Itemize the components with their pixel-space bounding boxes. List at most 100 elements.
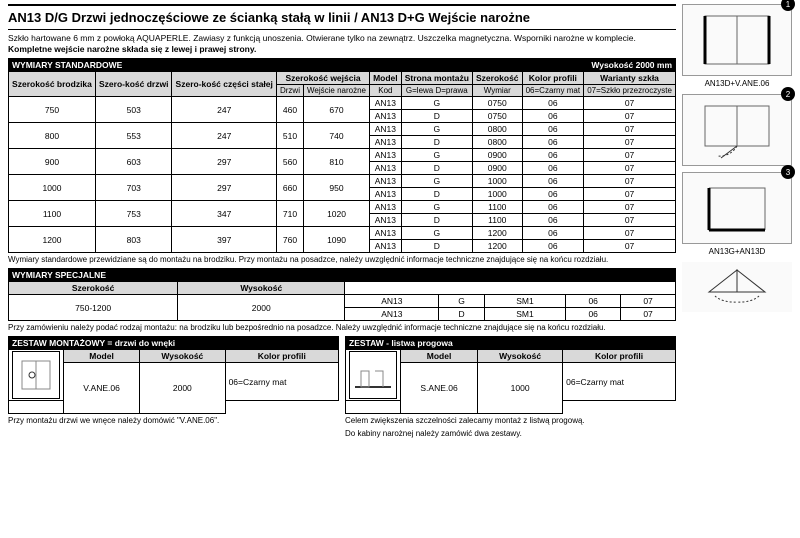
caption-3: AN13G+AN13D — [682, 247, 792, 256]
diagram-1: 1 — [682, 4, 792, 76]
cell: D — [401, 162, 472, 175]
cell: 06 — [522, 110, 584, 123]
std-header-right: Wysokość 2000 mm — [370, 59, 676, 72]
cell: 07 — [584, 227, 676, 240]
cell: 07 — [584, 110, 676, 123]
cell: 1000 — [9, 175, 96, 201]
cell: 1100 — [472, 214, 522, 227]
cell: 247 — [172, 123, 276, 149]
threshold-diagram-icon — [349, 351, 397, 399]
cell: 06 — [522, 227, 584, 240]
badge-2: 2 — [781, 87, 795, 101]
cell: AN13 — [370, 227, 402, 240]
spec-ws: 07 — [621, 308, 676, 321]
cell: AN13 — [370, 240, 402, 253]
k1-height: 2000 — [140, 363, 225, 414]
k1-col-height: Wysokość — [140, 350, 225, 363]
cell: 247 — [172, 97, 276, 123]
k2-col-color: Kolor profili — [563, 350, 676, 363]
cell: 06 — [522, 136, 584, 149]
cell: 0800 — [472, 136, 522, 149]
desc-line-2: Kompletne wejście narożne składa się z l… — [8, 44, 676, 55]
badge-1: 1 — [781, 0, 795, 11]
cell: 703 — [95, 175, 172, 201]
caption-1: AN13D+V.ANE.06 — [682, 79, 792, 88]
cell: 1200 — [472, 227, 522, 240]
spec-model: AN13 — [345, 308, 439, 321]
cell: 0800 — [472, 123, 522, 136]
k2-note-2: Do kabiny narożnej należy zamówić dwa ze… — [345, 429, 676, 438]
cell: G — [401, 201, 472, 214]
k2-col-height: Wysokość — [478, 350, 563, 363]
cell: 750 — [9, 97, 96, 123]
cell: 810 — [303, 149, 369, 175]
k2-model: S.ANE.06 — [401, 363, 478, 414]
cell: 603 — [95, 149, 172, 175]
spec-header: WYMIARY SPECJALNE — [9, 269, 345, 282]
spec-kp: 06 — [566, 308, 621, 321]
spec-sz: SM1 — [484, 295, 566, 308]
cell: 06 — [522, 214, 584, 227]
col-profile-color: Kolor profili — [522, 72, 584, 85]
col-width-tray: Szerokość brodzika — [9, 72, 96, 97]
cell: AN13 — [370, 110, 402, 123]
subcol-code: Kod — [370, 85, 402, 97]
cell: 06 — [522, 123, 584, 136]
std-note: Wymiary standardowe przewidziane są do m… — [8, 255, 676, 264]
cell: 1100 — [9, 201, 96, 227]
cell: AN13 — [370, 162, 402, 175]
col-mount-side: Strona montażu — [401, 72, 472, 85]
spec-model: AN13 — [345, 295, 439, 308]
cell: 06 — [522, 201, 584, 214]
cell: 460 — [276, 97, 303, 123]
cell: 553 — [95, 123, 172, 149]
subcol-corner: Wejście narożne — [303, 85, 369, 97]
cell: 07 — [584, 162, 676, 175]
cell: AN13 — [370, 149, 402, 162]
cell: 06 — [522, 162, 584, 175]
cell: AN13 — [370, 175, 402, 188]
spec-d: D — [439, 308, 484, 321]
cell: G — [401, 227, 472, 240]
cell: D — [401, 136, 472, 149]
k1-note: Przy montażu drzwi we wnęce należy domów… — [8, 416, 339, 425]
cell: 07 — [584, 136, 676, 149]
subcol-kp: 06=Czarny mat — [522, 85, 584, 97]
cell: 1020 — [303, 201, 369, 227]
cell: 753 — [95, 201, 172, 227]
cell: 07 — [584, 149, 676, 162]
cell: 1200 — [9, 227, 96, 253]
cell: 760 — [276, 227, 303, 253]
cell: 06 — [522, 188, 584, 201]
kit-threshold-table: ZESTAW - listwa progowa Model Wysokość K… — [345, 336, 676, 414]
cell: 07 — [584, 123, 676, 136]
cell: 560 — [276, 149, 303, 175]
k1-sub: 06=Czarny mat — [225, 363, 338, 401]
cell: 660 — [276, 175, 303, 201]
k2-sub: 06=Czarny mat — [563, 363, 676, 401]
diagram-2: 2 — [682, 94, 792, 166]
col-door-width: Szero-kość drzwi — [95, 72, 172, 97]
cell: G — [401, 149, 472, 162]
cell: 397 — [172, 227, 276, 253]
cell: 07 — [584, 214, 676, 227]
cell: D — [401, 110, 472, 123]
k2-header: ZESTAW - listwa progowa — [346, 337, 676, 350]
title-bar: AN13 D/G Drzwi jednoczęściowe ze ścianką… — [8, 4, 676, 30]
cell: AN13 — [370, 201, 402, 214]
cell: 503 — [95, 97, 172, 123]
cell: AN13 — [370, 97, 402, 110]
diagram-3: 3 — [682, 172, 792, 244]
subcol-door: Drzwi — [276, 85, 303, 97]
col-glass-variant: Warianty szkła — [584, 72, 676, 85]
spec-height: 2000 — [178, 295, 345, 321]
cell: G — [401, 123, 472, 136]
spec-note: Przy zamówieniu należy podać rodzaj mont… — [8, 323, 676, 332]
side-diagrams: 1 AN13D+V.ANE.06 2 3 AN13G+AN13D — [682, 4, 792, 442]
subcol-dim: Wymiar — [472, 85, 522, 97]
cell: 347 — [172, 201, 276, 227]
std-header-left: WYMIARY STANDARDOWE — [9, 59, 370, 72]
spec-col-height: Wysokość — [178, 282, 345, 295]
spec-sz: SM1 — [484, 308, 566, 321]
special-dimensions-table: WYMIARY SPECJALNE Szerokość Wysokość 750… — [8, 268, 676, 321]
